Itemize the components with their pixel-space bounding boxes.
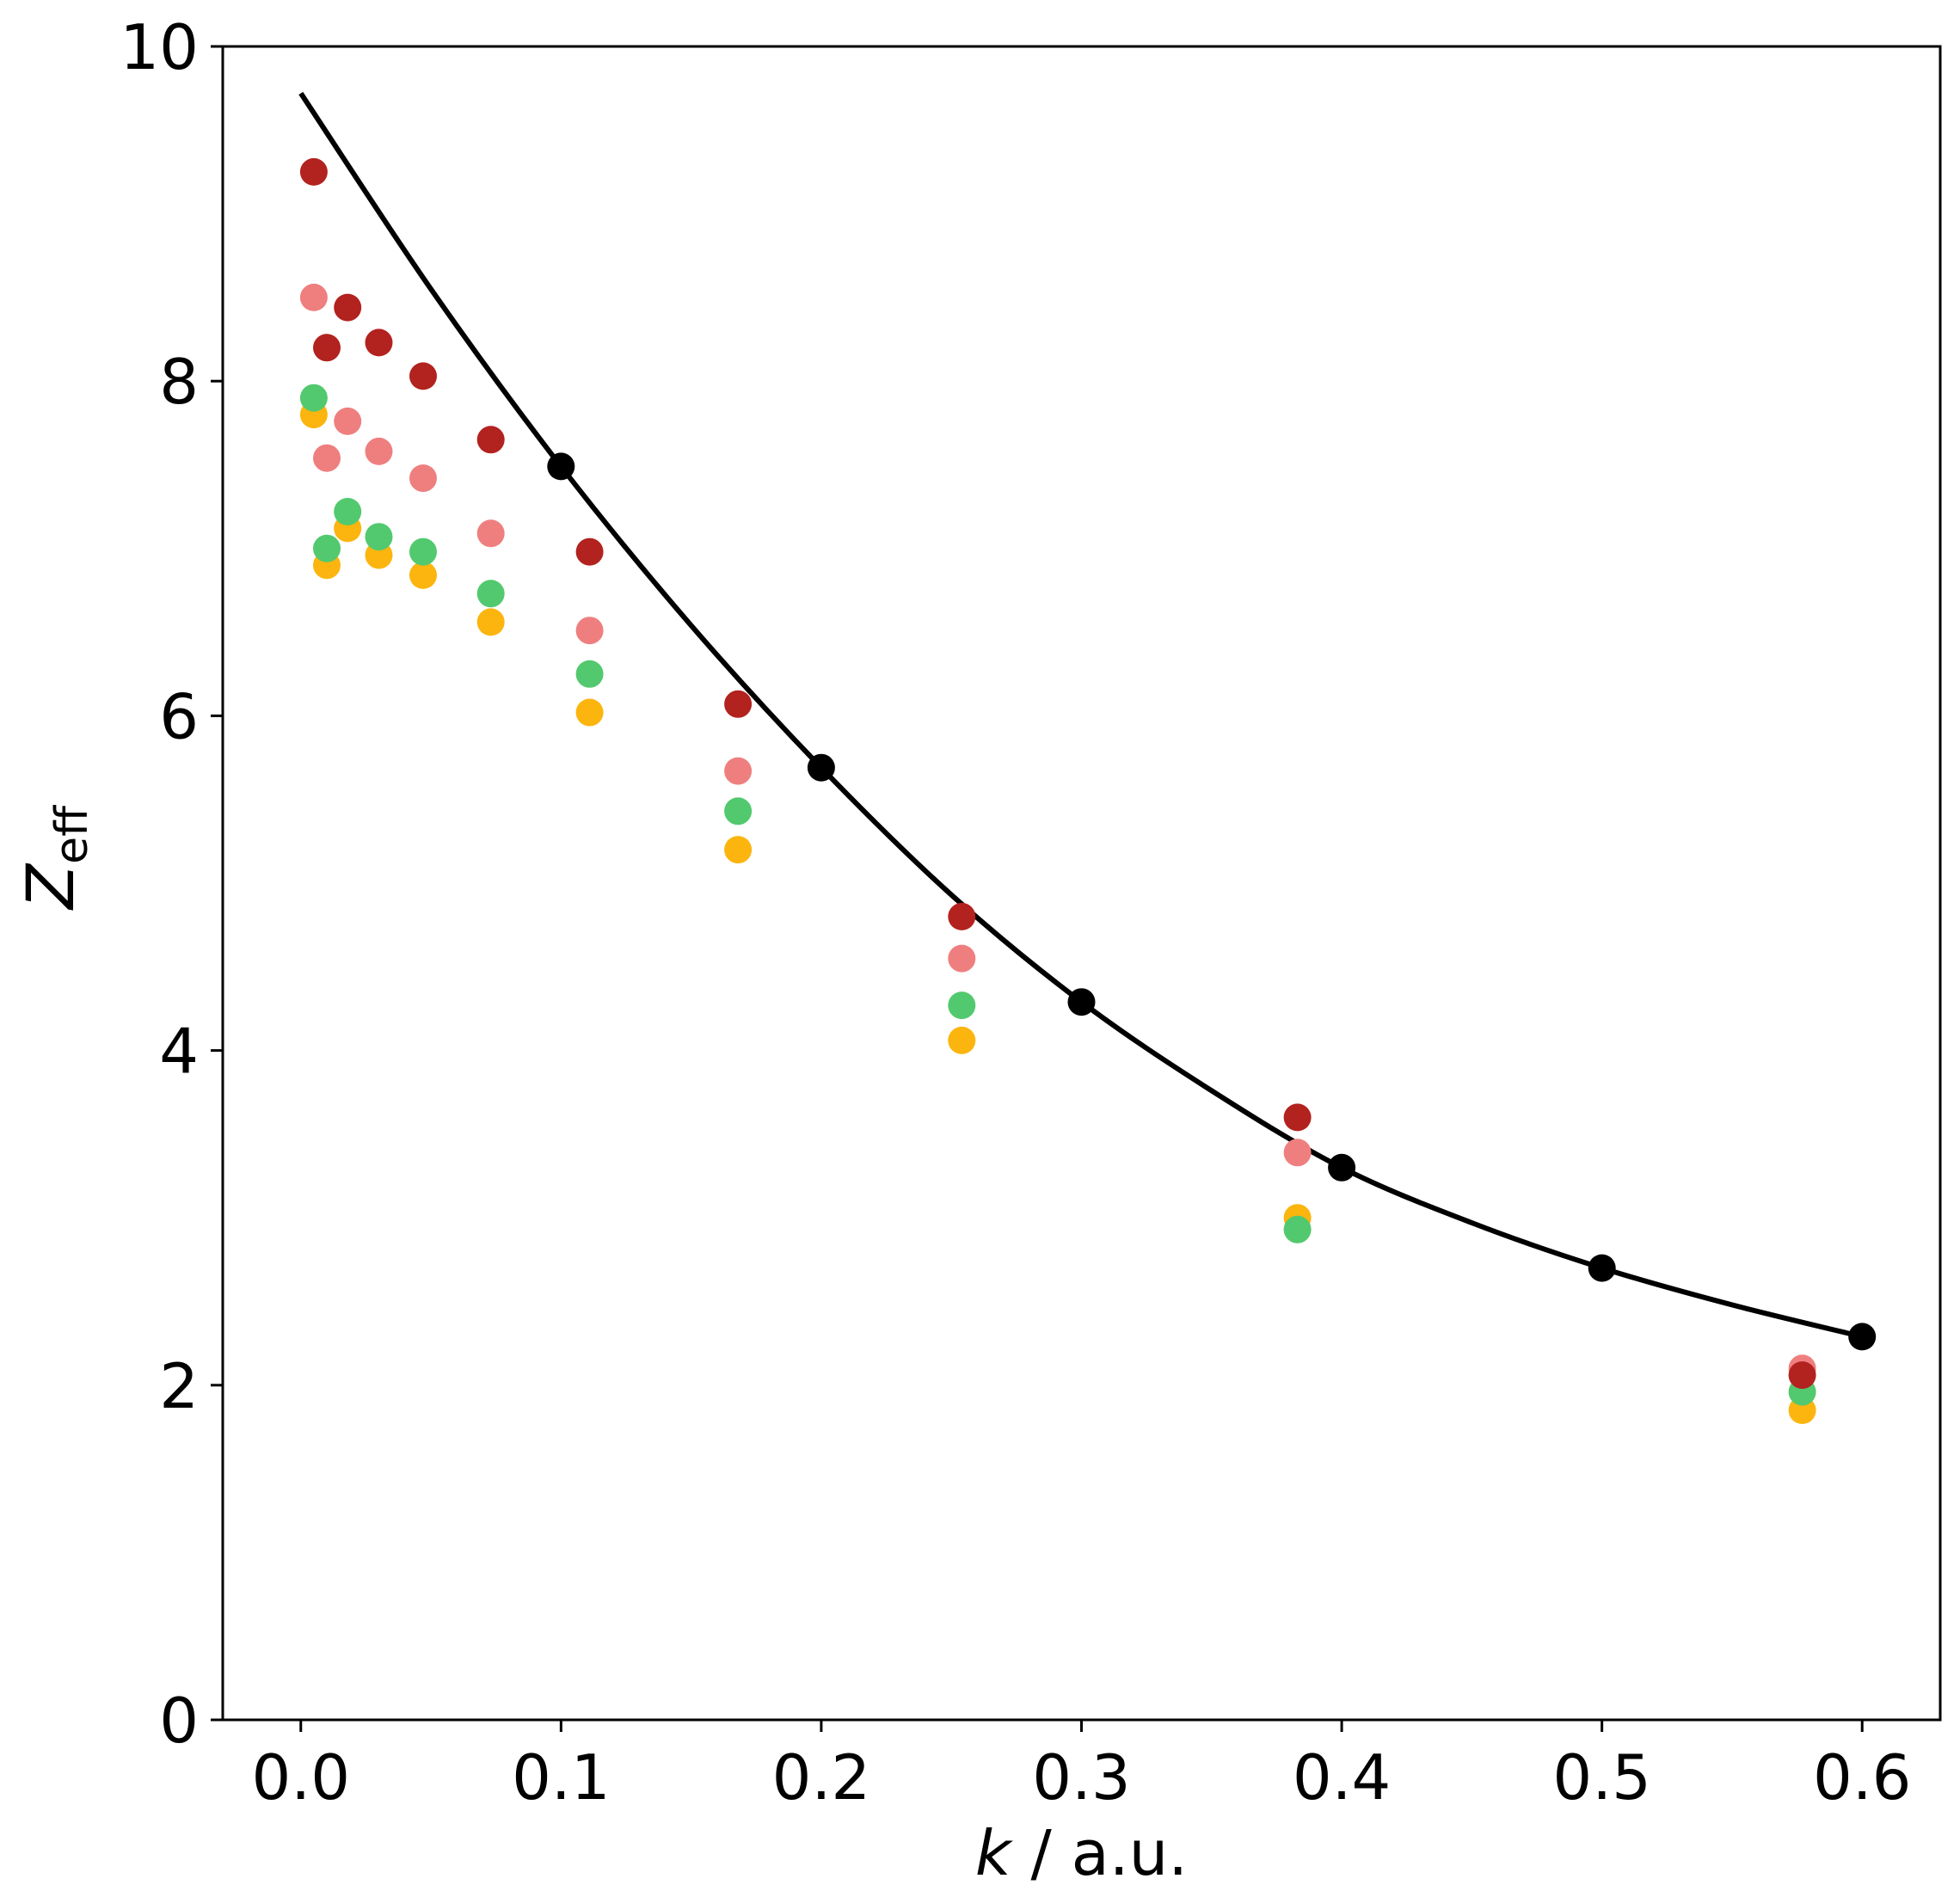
data-point-light-red [299,283,328,311]
data-point-dark-red [724,690,753,718]
y-tick-label: 10 [120,11,199,83]
data-point-yellow [476,608,505,636]
data-point-yellow [724,836,753,864]
data-point-dark-red [1283,1103,1312,1132]
data-point-light-red [409,464,437,493]
x-tick-label: 0.2 [772,1741,871,1814]
series-light-red [299,283,1816,1383]
data-point-black [1067,988,1096,1016]
data-point-light-red [313,444,341,472]
y-tick-label: 6 [159,680,199,752]
data-point-light-red [476,519,505,548]
data-point-dark-red [575,537,604,566]
data-point-light-red [575,617,604,645]
data-point-dark-red [409,362,437,390]
y-axis-label: Zeff [12,805,98,911]
x-tick-label: 0.6 [1813,1741,1912,1814]
x-tick-label: 0.1 [512,1741,611,1814]
x-tick-label: 0.0 [252,1741,351,1814]
data-point-green [575,660,604,688]
data-point-green [948,991,976,1020]
y-tick-label: 8 [159,346,199,418]
y-axis-label-main: Z [12,863,89,911]
data-point-yellow [575,698,604,727]
data-point-green [299,384,328,412]
data-point-light-red [365,437,393,465]
y-tick-label: 2 [159,1350,199,1422]
data-point-black [547,452,575,481]
data-point-dark-red [1788,1361,1816,1390]
data-point-black [1588,1254,1616,1282]
x-axis-label-variable: k [975,1817,1014,1889]
fit-curve-line [298,91,1863,1340]
data-point-black [807,753,835,782]
data-point-light-red [1283,1139,1312,1167]
data-point-green [724,797,753,826]
plot-area [298,91,1877,1424]
series-dark-red [299,157,1816,1390]
x-tick-label: 0.3 [1032,1741,1131,1814]
data-point-yellow [409,561,437,589]
data-point-dark-red [948,902,976,930]
data-point-dark-red [299,157,328,186]
data-point-green [1283,1215,1312,1243]
data-point-green [334,498,362,525]
data-point-green [409,537,437,566]
data-point-green [476,580,505,608]
data-point-green [365,523,393,551]
data-point-green [313,534,341,562]
data-point-light-red [948,944,976,973]
x-tick-label: 0.4 [1293,1741,1392,1814]
x-axis-label-unit: / a.u. [1011,1817,1189,1889]
data-point-light-red [334,407,362,435]
y-tick-label: 4 [159,1016,199,1088]
data-point-dark-red [476,426,505,454]
series-green [299,384,1816,1406]
data-point-black [1848,1323,1877,1351]
x-tick-label: 0.5 [1552,1741,1651,1814]
axis-ticks: 0.0 0.1 0.2 0.3 0.4 0.5 0.6 0 2 4 6 8 10 [120,11,1911,1814]
y-axis-label-subscript: eff [46,805,98,864]
data-point-black [1328,1153,1356,1182]
data-point-light-red [724,757,753,785]
y-tick-label: 0 [159,1685,199,1757]
series-black [547,452,1877,1351]
data-point-yellow [948,1026,976,1054]
data-point-dark-red [365,328,393,357]
data-point-dark-red [313,334,341,362]
data-point-dark-red [334,293,362,322]
x-axis-label: k / a.u. [975,1817,1188,1889]
